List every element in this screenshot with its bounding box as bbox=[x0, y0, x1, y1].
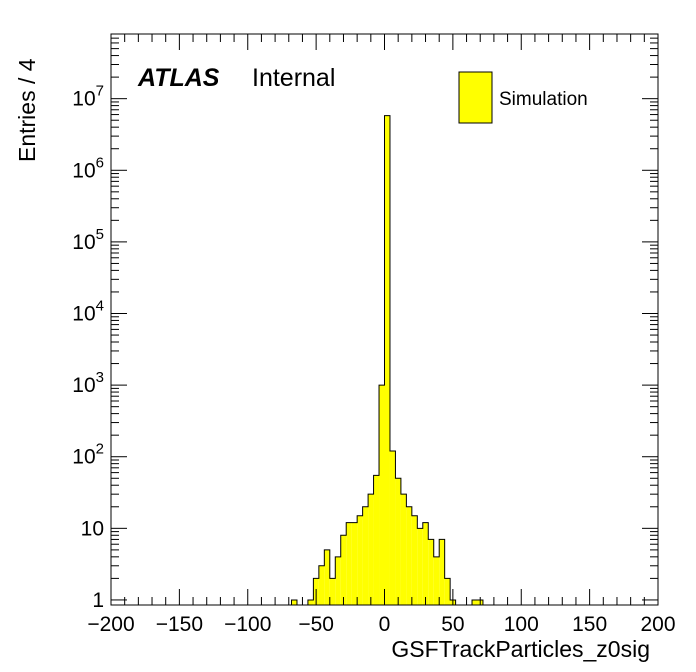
y-tick-label: 105 bbox=[72, 226, 104, 254]
x-tick-label: −100 bbox=[224, 613, 271, 636]
y-tick-label: 104 bbox=[72, 298, 104, 326]
legend-entry-simulation: Simulation bbox=[499, 89, 588, 110]
histogram-bars bbox=[291, 115, 484, 605]
histogram-bar bbox=[318, 565, 325, 605]
atlas-label: ATLAS bbox=[137, 64, 220, 92]
histogram-bar bbox=[395, 478, 401, 605]
y-tick-label-exponent: 2 bbox=[96, 441, 104, 458]
histogram-bar bbox=[346, 522, 352, 605]
histogram-bar bbox=[340, 535, 347, 605]
x-tick-label: 200 bbox=[640, 613, 675, 636]
histogram-bar bbox=[411, 515, 418, 605]
legend: Simulation bbox=[458, 71, 588, 124]
histogram-bar bbox=[335, 556, 341, 605]
y-tick-label-exponent: 7 bbox=[96, 83, 104, 100]
x-tick-labels: −200 −150 −100 −50 0 50 100 150 200 bbox=[87, 613, 675, 636]
x-axis-title: GSFTrackParticles_z0sig bbox=[391, 636, 650, 662]
y-tick-label-exponent: 3 bbox=[96, 369, 104, 386]
y-axis-title: Entries / 4 bbox=[14, 58, 40, 162]
histogram-bar bbox=[428, 539, 434, 605]
histogram-bar bbox=[362, 506, 369, 605]
histogram-bar bbox=[357, 515, 363, 605]
x-tick-label: −150 bbox=[156, 613, 203, 636]
x-tick-label: 0 bbox=[379, 613, 391, 636]
y-tick-label: 1 bbox=[92, 589, 104, 612]
y-tick-label-base: 10 bbox=[72, 446, 95, 469]
histogram-bar bbox=[368, 494, 374, 605]
axis-ticks bbox=[110, 33, 659, 605]
histogram-bar bbox=[422, 522, 429, 605]
legend-swatch bbox=[458, 71, 493, 124]
histogram-bar bbox=[444, 578, 451, 605]
y-tick-label: 106 bbox=[72, 154, 104, 182]
histogram-bar bbox=[472, 599, 478, 605]
x-tick-label: 100 bbox=[504, 613, 539, 636]
histogram-bar bbox=[384, 115, 390, 605]
y-tick-label-base: 10 bbox=[72, 303, 95, 326]
histogram-bar bbox=[307, 599, 314, 605]
y-tick-label-base: 10 bbox=[72, 374, 95, 397]
histogram-bar bbox=[406, 506, 412, 605]
histogram-bar bbox=[291, 599, 297, 605]
histogram-bar bbox=[351, 522, 358, 605]
x-tick-label: 50 bbox=[441, 613, 464, 636]
histogram-bar bbox=[324, 549, 330, 605]
histogram-bar bbox=[433, 556, 440, 605]
y-tick-label-exponent: 6 bbox=[96, 154, 104, 171]
histogram-bar bbox=[439, 539, 445, 605]
y-tick-label-base: 10 bbox=[72, 159, 95, 182]
y-tick-label: 103 bbox=[72, 369, 104, 397]
y-tick-label-base: 10 bbox=[72, 231, 95, 254]
histogram-bar bbox=[379, 385, 385, 605]
x-tick-label: −200 bbox=[87, 613, 134, 636]
y-tick-label: 102 bbox=[72, 441, 104, 469]
histogram-bar bbox=[400, 494, 407, 605]
x-tick-label: −50 bbox=[298, 613, 334, 636]
histogram-outline bbox=[291, 115, 484, 605]
x-tick-label: 150 bbox=[572, 613, 607, 636]
y-tick-label: 10 bbox=[81, 517, 104, 540]
histogram-bar bbox=[389, 451, 396, 605]
y-tick-label-exponent: 5 bbox=[96, 226, 104, 243]
internal-label: Internal bbox=[252, 64, 335, 92]
y-tick-label-base: 10 bbox=[72, 88, 95, 111]
histogram-bar bbox=[417, 528, 423, 605]
y-tick-label: 107 bbox=[72, 83, 104, 111]
histogram-bar bbox=[373, 475, 380, 605]
y-tick-label-exponent: 4 bbox=[96, 298, 104, 315]
histogram-bar bbox=[329, 578, 336, 605]
